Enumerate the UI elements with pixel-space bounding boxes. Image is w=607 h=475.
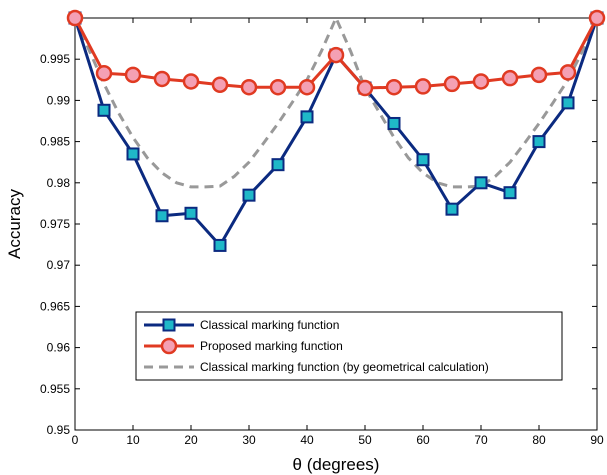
data-point-square (271, 158, 285, 172)
data-point-square (213, 238, 227, 252)
x-tick-label: 10 (126, 433, 140, 447)
x-tick-label: 40 (300, 433, 314, 447)
legend-label-2: Classical marking function (by geometric… (200, 360, 489, 374)
data-point-square (300, 110, 314, 124)
data-point-circle (414, 78, 432, 95)
legend-label-1: Proposed marking function (200, 339, 343, 353)
y-axis-title: Accuracy (5, 189, 24, 259)
y-axis: 0.95 0.955 0.96 0.965 0.97 0.975 0.98 0.985 0.99… (40, 52, 597, 437)
y-tick-label: 0.99 (47, 93, 71, 107)
data-point-circle (182, 73, 200, 90)
data-point-square (387, 116, 401, 130)
data-point-circle (95, 64, 113, 82)
y-tick-label: 0.965 (40, 299, 70, 313)
y-tick-label: 0.985 (40, 135, 70, 149)
data-point-circle (385, 78, 403, 96)
x-tick-label: 80 (532, 433, 546, 447)
y-tick-label: 0.98 (47, 176, 71, 190)
data-point-circle (153, 70, 171, 88)
data-point-circle (269, 78, 287, 96)
x-tick-label: 90 (590, 433, 604, 447)
data-point-circle (240, 78, 258, 96)
x-tick-label: 30 (242, 433, 256, 447)
legend-marker-square (162, 318, 176, 332)
y-tick-label: 0.955 (40, 382, 70, 396)
data-point-square (532, 135, 546, 149)
data-point-square (184, 206, 198, 220)
x-axis-title: θ (degrees) (293, 455, 380, 474)
y-tick-label: 0.96 (47, 341, 71, 355)
data-point-square (445, 202, 459, 216)
data-point-square (474, 176, 488, 190)
x-tick-label: 50 (358, 433, 372, 447)
data-point-circle (327, 46, 345, 64)
data-point-circle (124, 66, 142, 84)
x-tick-label: 70 (474, 433, 488, 447)
data-point-square (155, 209, 169, 223)
data-point-square (242, 188, 256, 202)
data-point-circle (66, 9, 84, 27)
y-tick-label: 0.995 (40, 52, 70, 66)
data-point-circle (530, 66, 548, 84)
data-point-square (97, 103, 111, 117)
series-line-2 (73, 16, 599, 189)
data-point-circle (559, 64, 577, 81)
legend: Classical marking function Proposed marki… (135, 311, 563, 381)
data-point-circle (443, 75, 461, 93)
x-tick-label: 0 (72, 433, 79, 447)
y-tick-label: 0.95 (47, 423, 71, 437)
y-tick-label: 0.97 (47, 258, 71, 272)
legend-marker-circle (160, 337, 178, 355)
y-tick-label: 0.975 (40, 217, 70, 231)
data-point-circle (356, 79, 374, 97)
data-point-circle (588, 9, 606, 27)
data-point-square (503, 186, 517, 200)
data-point-circle (211, 76, 229, 93)
x-axis: 0 10 20 30 40 50 60 70 80 90 (72, 18, 604, 447)
data-point-circle (472, 73, 490, 90)
data-point-square (126, 147, 140, 161)
data-point-square (561, 96, 575, 110)
series-layer (66, 9, 606, 252)
x-tick-label: 20 (184, 433, 198, 447)
x-tick-label: 60 (416, 433, 430, 447)
data-point-circle (501, 69, 519, 87)
data-point-circle (298, 78, 316, 96)
legend-label-0: Classical marking function (200, 318, 339, 332)
legend-box (135, 311, 563, 381)
data-point-square (416, 153, 430, 167)
